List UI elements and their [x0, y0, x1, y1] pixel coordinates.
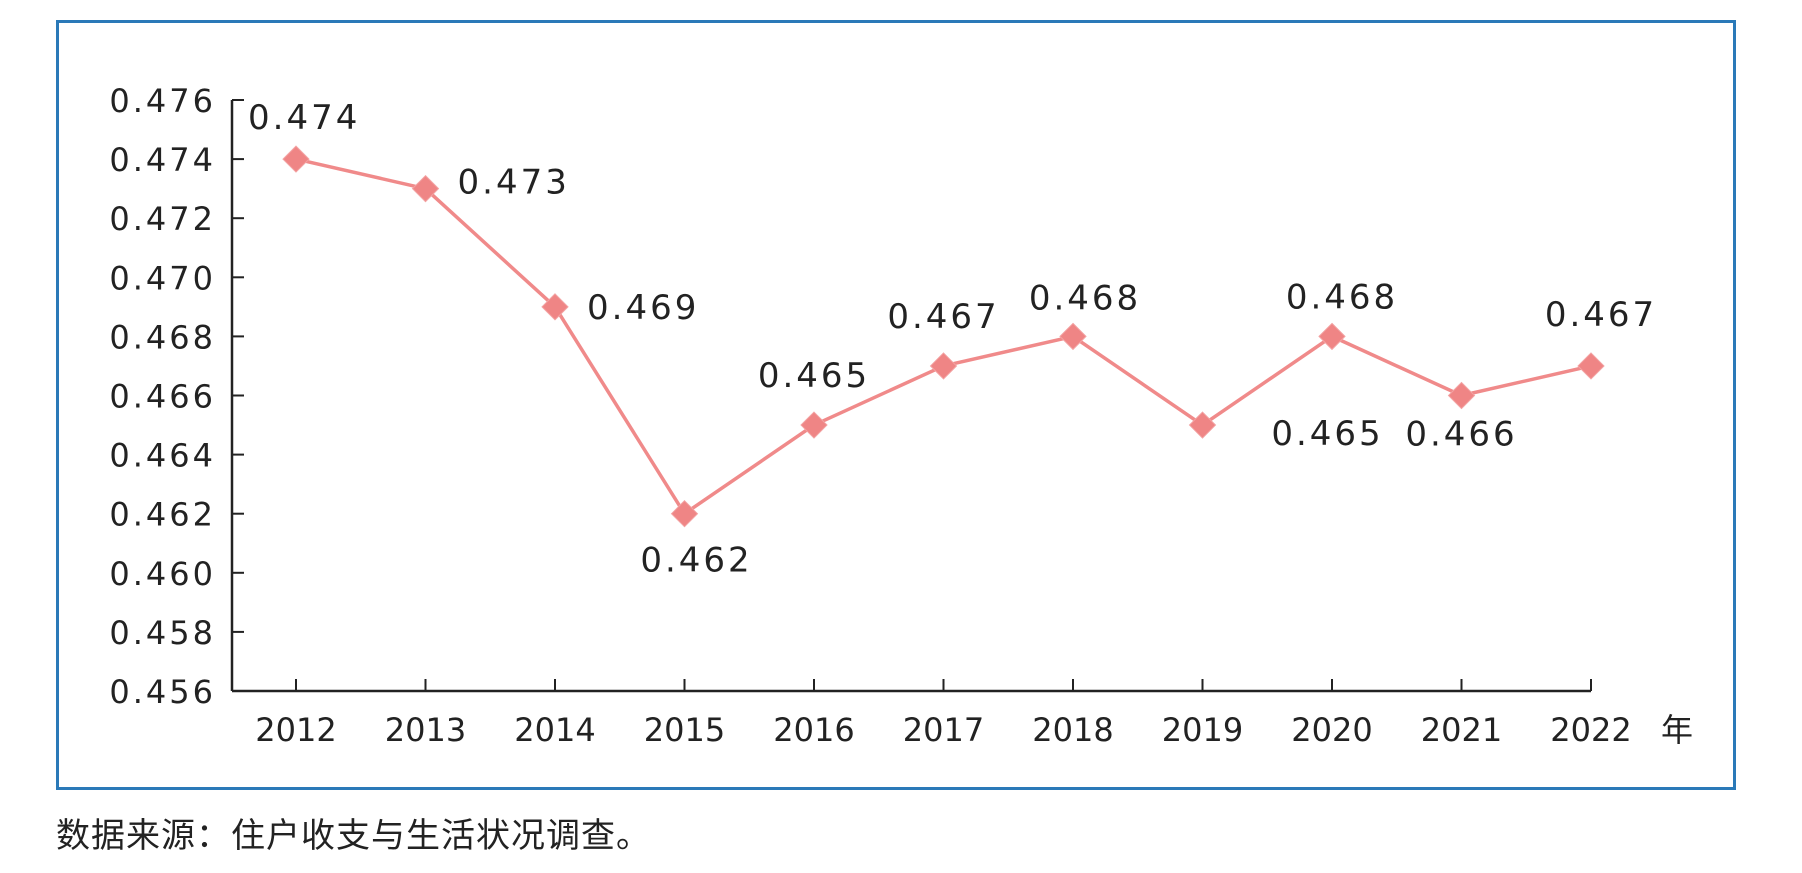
data-point-marker [1577, 352, 1605, 380]
y-tick-label: 0.462 [109, 496, 216, 534]
data-label: 0.468 [1286, 277, 1398, 317]
x-tick-label: 2018 [1032, 711, 1113, 749]
data-label: 0.466 [1405, 415, 1517, 455]
x-tick-label: 2022 [1550, 711, 1631, 749]
chart-frame [56, 20, 1736, 790]
y-tick-label: 0.456 [109, 673, 216, 711]
data-point-marker [1318, 322, 1346, 351]
data-label: 0.465 [758, 356, 870, 396]
data-point-marker [541, 293, 569, 321]
data-label: 0.467 [1545, 295, 1657, 335]
y-tick-label: 0.466 [109, 378, 216, 416]
y-tick-label: 0.476 [109, 82, 216, 120]
x-tick-label: 2020 [1291, 711, 1372, 749]
data-label: 0.474 [248, 98, 360, 138]
data-point-marker [800, 411, 828, 439]
x-tick-label: 2013 [385, 711, 466, 749]
y-tick-label: 0.458 [109, 614, 216, 652]
data-point-marker [1447, 381, 1476, 410]
y-tick-label: 0.470 [109, 259, 216, 297]
data-label: 0.462 [640, 541, 752, 581]
y-tick-label: 0.460 [109, 555, 216, 593]
y-tick-label: 0.464 [109, 437, 216, 475]
data-label: 0.465 [1271, 414, 1383, 454]
data-point-marker [282, 145, 310, 173]
data-label: 0.469 [587, 288, 699, 328]
data-point-marker [1188, 411, 1217, 439]
x-tick-label: 2021 [1421, 711, 1502, 749]
y-tick-label: 0.468 [109, 318, 216, 356]
x-tick-label: 2012 [255, 711, 336, 749]
data-point-marker [929, 352, 958, 380]
data-label: 0.468 [1029, 278, 1141, 318]
data-point-marker [1059, 322, 1087, 351]
data-label: 0.467 [887, 297, 999, 337]
x-tick-label: 2014 [514, 711, 595, 749]
x-axis-unit: 年 [1661, 711, 1693, 749]
y-tick-label: 0.474 [109, 141, 216, 179]
data-label: 0.473 [458, 163, 570, 203]
x-tick-label: 2017 [903, 711, 984, 749]
y-tick-label: 0.472 [109, 200, 216, 238]
x-tick-label: 2015 [644, 711, 725, 749]
x-tick-label: 2016 [773, 711, 854, 749]
data-point-marker [670, 499, 699, 528]
x-tick-label: 2019 [1162, 711, 1243, 749]
source-note: 数据来源：住户收支与生活状况调查。 [56, 816, 651, 856]
data-point-marker [411, 174, 440, 203]
